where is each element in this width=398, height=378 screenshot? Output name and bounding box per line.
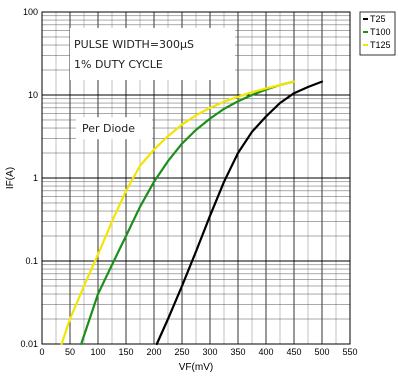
x-tick-label: 250 — [174, 347, 189, 357]
x-tick-label: 350 — [230, 347, 245, 357]
x-tick-label: 400 — [258, 347, 273, 357]
y-axis-label: IF(A) — [5, 167, 16, 189]
x-axis-label: VF(mV) — [179, 362, 213, 373]
y-tick-label: 1 — [33, 173, 38, 183]
x-tick-label: 200 — [146, 347, 161, 357]
y-tick-label: 0.1 — [25, 256, 38, 266]
y-tick-label: 10 — [28, 90, 38, 100]
x-tick-label: 100 — [90, 347, 105, 357]
x-tick-label: 0 — [39, 347, 44, 357]
y-tick-label: 100 — [23, 7, 38, 17]
annotation-box-diode — [76, 117, 152, 140]
plot-frame — [41, 11, 351, 345]
legend-label: T100 — [370, 27, 391, 37]
series-line-t25 — [155, 80, 324, 346]
legend-label: T125 — [370, 40, 391, 50]
series-lines — [60, 80, 324, 346]
x-tick-label: 150 — [118, 347, 133, 357]
y-tick-label: 0.01 — [20, 339, 38, 349]
x-tick-label: 550 — [342, 347, 357, 357]
annotation-box-pulse — [70, 28, 235, 80]
annotation-duty-cycle: 1% DUTY CYCLE — [74, 58, 163, 71]
x-tick-label: 450 — [286, 347, 301, 357]
x-tick-label: 500 — [314, 347, 329, 357]
series-line-t125 — [60, 80, 296, 346]
annotation-pulse-width: PULSE WIDTH=300µS — [74, 38, 194, 51]
annotation-per-diode: Per Diode — [82, 122, 135, 135]
tick-labels: 0 50 100 150 200 250 300 350 400 450 500 550 0.01 0.1… — [20, 7, 357, 357]
x-tick-label: 50 — [65, 347, 75, 357]
legend: T25 T100 T125 — [359, 11, 396, 56]
legend-label: T25 — [370, 14, 386, 24]
x-tick-label: 300 — [202, 347, 217, 357]
series-line-t100 — [80, 80, 296, 346]
